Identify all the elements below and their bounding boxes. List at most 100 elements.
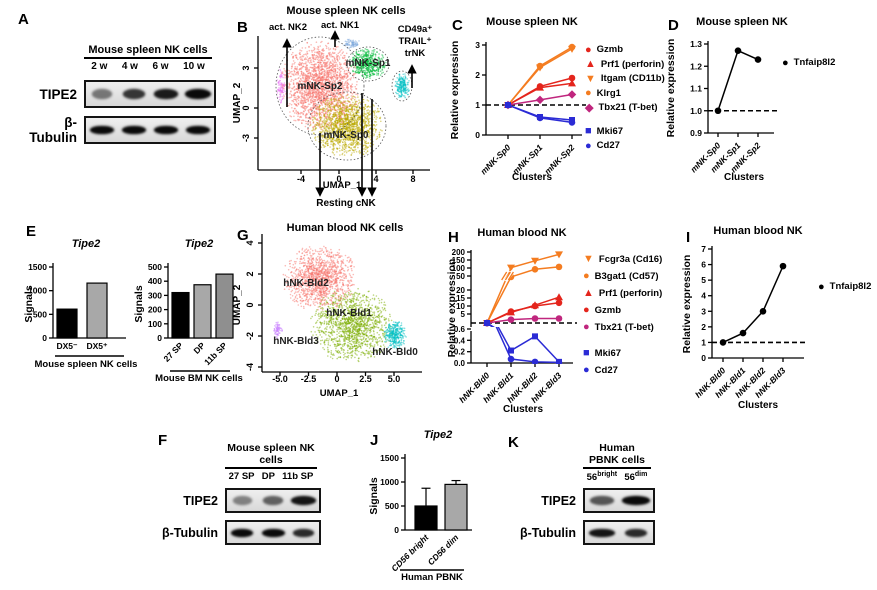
- text-label: 27 SP: [161, 340, 185, 364]
- data-point: [568, 79, 576, 87]
- text-label: 0.4: [454, 336, 466, 345]
- text-label: -4: [297, 174, 305, 184]
- blot-row-label: β-Tubulin: [520, 525, 576, 540]
- data-point: [739, 329, 747, 337]
- text-label: 2: [701, 322, 706, 332]
- protein-band: [590, 496, 614, 506]
- legend-label: B3gat1 (Cd57): [594, 270, 659, 282]
- protein-band: [621, 496, 651, 506]
- legend-label: Cd27: [596, 140, 620, 152]
- group-label: Mouse BM NK cells: [155, 373, 243, 384]
- data-point: [555, 359, 563, 364]
- panel-letter-i: I: [686, 229, 691, 246]
- data-point: [779, 262, 787, 270]
- text-label: 5: [461, 310, 466, 319]
- data-point: [507, 264, 515, 272]
- text-label: 20: [456, 286, 465, 295]
- legend-item: ▼ Fcgr3a (Cd16): [583, 254, 662, 265]
- blot-lane-box: [84, 116, 216, 144]
- cluster-outline: [275, 36, 365, 136]
- text-label: 1.1: [690, 84, 702, 94]
- legend-label: Mki67: [594, 347, 622, 359]
- text-label: 1000: [28, 286, 47, 296]
- y-axis-label: Signals: [133, 285, 145, 323]
- umap-cluster-points-mNK-Sp2: [281, 40, 359, 131]
- text-label: 0.9: [690, 128, 702, 138]
- blot-row-label: TIPE2: [541, 493, 576, 508]
- text-label: DP: [191, 340, 207, 356]
- legend-marker-icon: ●: [583, 364, 590, 376]
- data-point: [734, 47, 742, 54]
- legend-mouse-spleen-nk: ● Gzmb ▲ Prf1 (perforin) ▼ Itgam (CD11b) ● Klrg…: [585, 41, 665, 152]
- protein-band: [122, 89, 146, 99]
- data-point: [507, 308, 515, 315]
- text-label: 0.6: [454, 325, 466, 334]
- annotation-act-nk2: act. NK2: [269, 22, 307, 33]
- text-label: CD56 dim: [426, 532, 461, 567]
- bar-chart-tipe2-spleen: 0 500 1000 1500 DX5⁻ DX5⁺ Mouse spleen NK cell…: [23, 238, 137, 370]
- data-point: [504, 101, 512, 109]
- legend-label: Prf1 (perforin): [600, 58, 665, 70]
- panel-letter-j: J: [370, 432, 379, 449]
- cluster-outline: [346, 46, 390, 82]
- lane-label: 56bright: [586, 471, 618, 484]
- blot-header: Mouse spleen NK cells: [84, 44, 212, 59]
- panel-c: C 0 1 2 3 mNK-Sp0 mNK-Sp1 mNK-Sp2 Mouse spleen …: [448, 8, 665, 214]
- legend-item: ● Klrg1: [585, 88, 665, 99]
- text-label: 2: [475, 70, 480, 80]
- upper-axis-series: [483, 251, 563, 327]
- legend-item: ● Cd27: [583, 365, 662, 376]
- data-point: [483, 319, 491, 327]
- umap-cluster-points-hNK-Bld0: [383, 321, 407, 349]
- bar: [414, 505, 438, 531]
- text-label: 5.0: [388, 374, 401, 384]
- legend-label: Fcgr3a (Cd16): [598, 253, 663, 265]
- legend-label: Tnfaip8l2: [829, 281, 872, 293]
- bar: [56, 308, 78, 339]
- text-label: 0: [701, 353, 706, 363]
- cluster-label: hNK-Bld0: [372, 347, 418, 358]
- data-point: [754, 56, 762, 63]
- data-point: [536, 62, 544, 70]
- protein-band: [291, 496, 316, 505]
- cluster-label: mNK-Sp2: [297, 81, 342, 92]
- legend-item: ● Gzmb: [583, 305, 662, 316]
- y-axis-label: UMAP_2: [232, 82, 243, 123]
- western-blot-mouse-spleen-subsets: Mouse spleen NK cells 27 SP DP 11b SP TIPE2 β…: [160, 442, 321, 545]
- legend-marker-icon: ▼: [583, 253, 594, 265]
- panel-letter-g: G: [237, 227, 249, 244]
- text-label: 0: [157, 333, 162, 343]
- blot-row-label: β-Tubulin: [162, 525, 218, 540]
- chart-title: Human blood NK: [477, 227, 566, 239]
- protein-band: [153, 89, 179, 99]
- legend-item: ▼ Itgam (CD11b): [585, 73, 665, 85]
- text-label: 10: [456, 302, 465, 311]
- legend-marker-icon: ■: [583, 347, 590, 359]
- text-label: 0: [334, 374, 339, 384]
- x-axis-label: Clusters: [724, 172, 764, 183]
- data-point: [759, 307, 767, 315]
- lane-label: 6 w: [152, 61, 169, 72]
- cluster-label: hNK-Bld1: [326, 308, 372, 319]
- panel-letter-f: F: [158, 432, 168, 449]
- lane-label: 10 w: [183, 61, 205, 72]
- data-point: [531, 358, 539, 364]
- umap-cluster-points-act. NK2: [276, 68, 286, 104]
- panel-j: J 0 500 1000 1500 CD56 bright CD56 dim Human P…: [362, 426, 510, 590]
- text-label: 50: [456, 272, 465, 281]
- data-point: [531, 315, 539, 322]
- chart-title: Human blood NK cells: [287, 222, 404, 234]
- panel-letter-b: B: [237, 19, 248, 36]
- annotation-trnk: trNK: [405, 48, 426, 59]
- annotation-resting-cnk: Resting cNK: [316, 198, 376, 209]
- umap-cluster-points-hNK-Bld1: [310, 287, 394, 363]
- text-label: -4: [245, 363, 255, 371]
- blot-lane-box: [583, 520, 655, 546]
- legend-tnfaip8l2-mouse: ● Tnfaip8l2: [782, 54, 835, 69]
- legend-marker-icon: ●: [782, 56, 789, 69]
- lane-label: 2 w: [91, 61, 108, 72]
- legend-item: ■ Mki67: [583, 348, 662, 359]
- bar: [171, 291, 190, 339]
